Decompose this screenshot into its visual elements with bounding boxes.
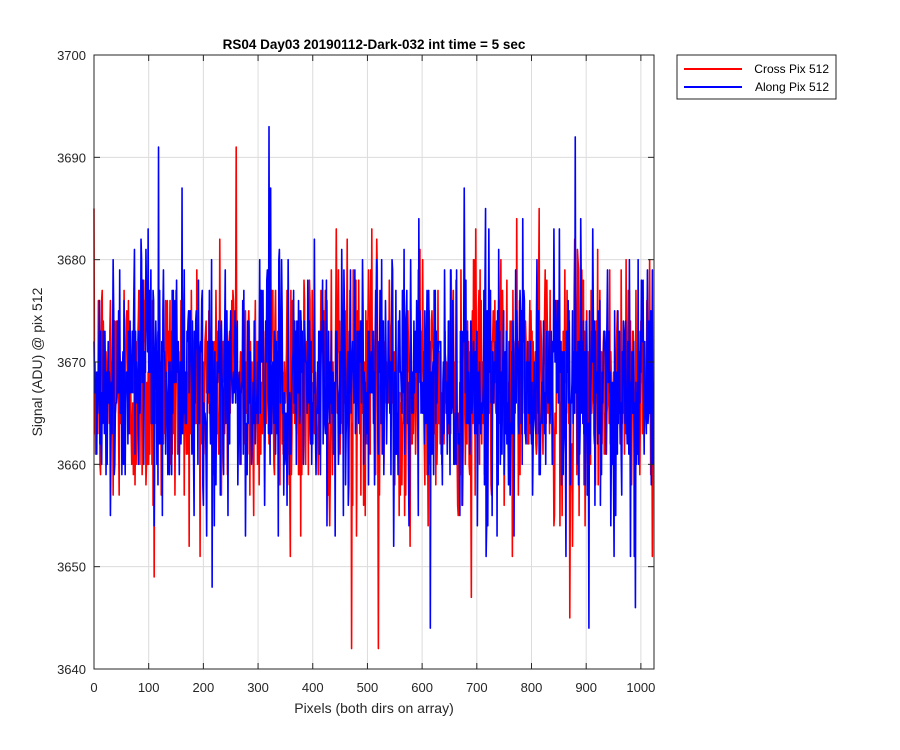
x-tick-label: 600 <box>411 680 433 695</box>
x-tick-label: 900 <box>575 680 597 695</box>
x-tick-label: 300 <box>247 680 269 695</box>
y-tick-label: 3650 <box>57 560 86 575</box>
y-tick-label: 3640 <box>57 662 86 677</box>
x-tick-label: 0 <box>90 680 97 695</box>
chart-title: RS04 Day03 20190112-Dark-032 int time = … <box>223 37 526 52</box>
x-axis-label: Pixels (both dirs on array) <box>294 700 454 716</box>
ticks: 0 100 200 300 400 500 600 700 800 900 1000 3640 3650… <box>57 48 655 695</box>
x-tick-label: 700 <box>466 680 488 695</box>
y-tick-label: 3690 <box>57 150 86 165</box>
series-layer <box>93 125 655 650</box>
y-axis-label: Signal (ADU) @ pix 512 <box>29 287 45 436</box>
legend-label-along: Along Pix 512 <box>755 80 829 94</box>
x-tick-label: 400 <box>302 680 324 695</box>
legend-box <box>676 54 837 100</box>
x-tick-label: 100 <box>138 680 160 695</box>
y-tick-label: 3700 <box>57 48 86 63</box>
x-tick-label: 500 <box>357 680 379 695</box>
x-tick-label: 800 <box>521 680 543 695</box>
y-tick-label: 3670 <box>57 355 86 370</box>
x-tick-label: 200 <box>193 680 215 695</box>
y-tick-label: 3660 <box>57 457 86 472</box>
y-tick-label: 3680 <box>57 253 86 268</box>
series-line-along-pix-512 <box>93 125 655 629</box>
legend-label-cross: Cross Pix 512 <box>754 62 829 76</box>
legend: Cross Pix 512 Along Pix 512 <box>676 54 837 100</box>
x-tick-label: 1000 <box>626 680 655 695</box>
